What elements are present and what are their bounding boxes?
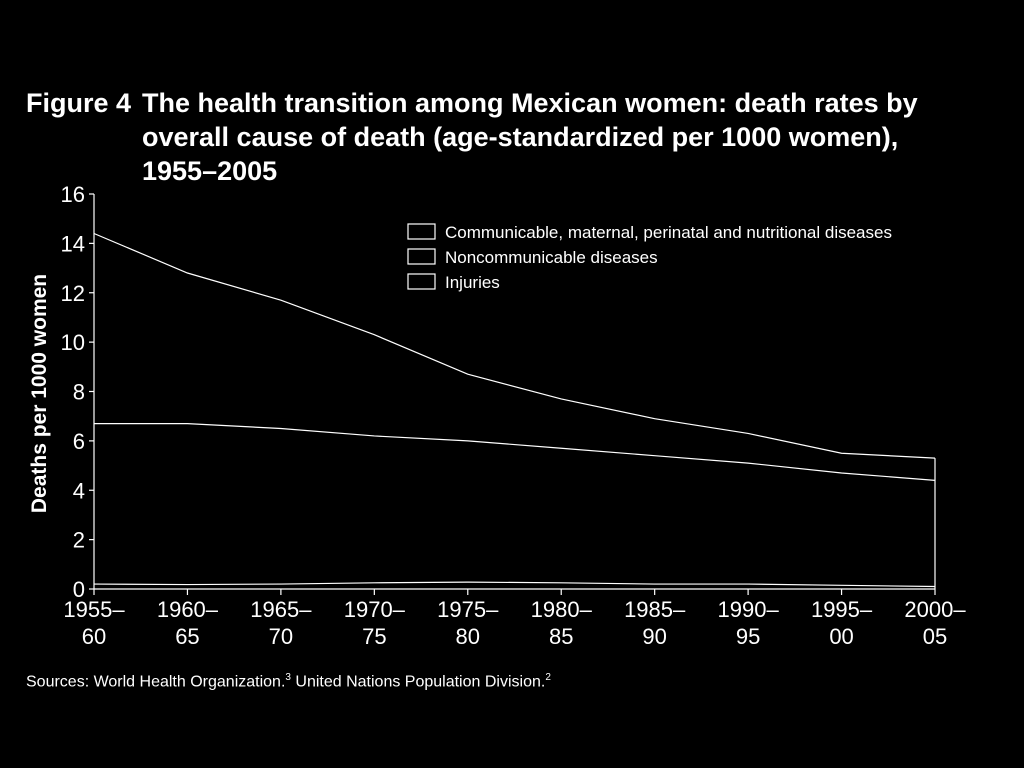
y-tick-label: 6 <box>73 429 85 454</box>
x-tick-label: 1975– 80 <box>437 597 499 649</box>
source-note: Sources: World Health Organization.3 Uni… <box>26 672 551 691</box>
source-ref-2: 2 <box>545 672 551 683</box>
y-tick-label: 4 <box>73 478 85 503</box>
x-tick-label: 1995– 00 <box>811 597 873 649</box>
legend-swatch <box>407 248 436 265</box>
y-tick-label: 16 <box>61 182 85 207</box>
series-line-injuries <box>93 581 936 588</box>
y-tick-label: 0 <box>73 577 85 602</box>
chart-axes: 0 2 4 6 8 10 12 14 16 1955– 60 1960– 65 1965– 70 1970– 7… <box>28 182 966 649</box>
figure-number: Figure 4 <box>26 88 132 118</box>
x-tick-label: 1955– 60 <box>63 597 125 649</box>
x-tick-label: 1960– 65 <box>157 597 219 649</box>
legend-label: Noncommunicable diseases <box>445 248 658 267</box>
figure-title-text: The health transition among Mexican wome… <box>142 88 918 186</box>
legend-label: Communicable, maternal, perinatal and nu… <box>445 223 892 242</box>
chart-legend: Communicable, maternal, perinatal and nu… <box>407 223 892 292</box>
source-ref-1: 3 <box>285 672 291 683</box>
y-tick-label: 2 <box>73 528 85 553</box>
x-tick-label: 2000– 05 <box>904 597 966 649</box>
source-text-2: United Nations Population Division. <box>290 673 546 691</box>
legend-label: Injuries <box>445 273 500 292</box>
y-tick-label: 12 <box>61 281 85 306</box>
plot-area <box>93 232 936 589</box>
series-line-noncommunicable-diseases <box>94 422 936 481</box>
x-tick-label: 1990– 95 <box>718 597 780 649</box>
x-tick-label: 1965– 70 <box>250 597 312 649</box>
source-text-1: Sources: World Health Organization. <box>26 673 286 691</box>
legend-swatch <box>407 273 436 290</box>
y-tick-label: 14 <box>61 231 85 256</box>
x-tick-label: 1980– 85 <box>531 597 593 649</box>
y-axis-title: Deaths per 1000 women <box>28 274 51 513</box>
y-tick-label: 8 <box>73 380 85 405</box>
legend-swatch <box>407 223 436 240</box>
x-tick-label: 1985– 90 <box>624 597 686 649</box>
x-tick-label: 1970– 75 <box>344 597 406 649</box>
y-tick-label: 10 <box>61 330 85 355</box>
series-line-communicable-maternal-perinatal-and-nutritional-diseases <box>93 232 936 459</box>
